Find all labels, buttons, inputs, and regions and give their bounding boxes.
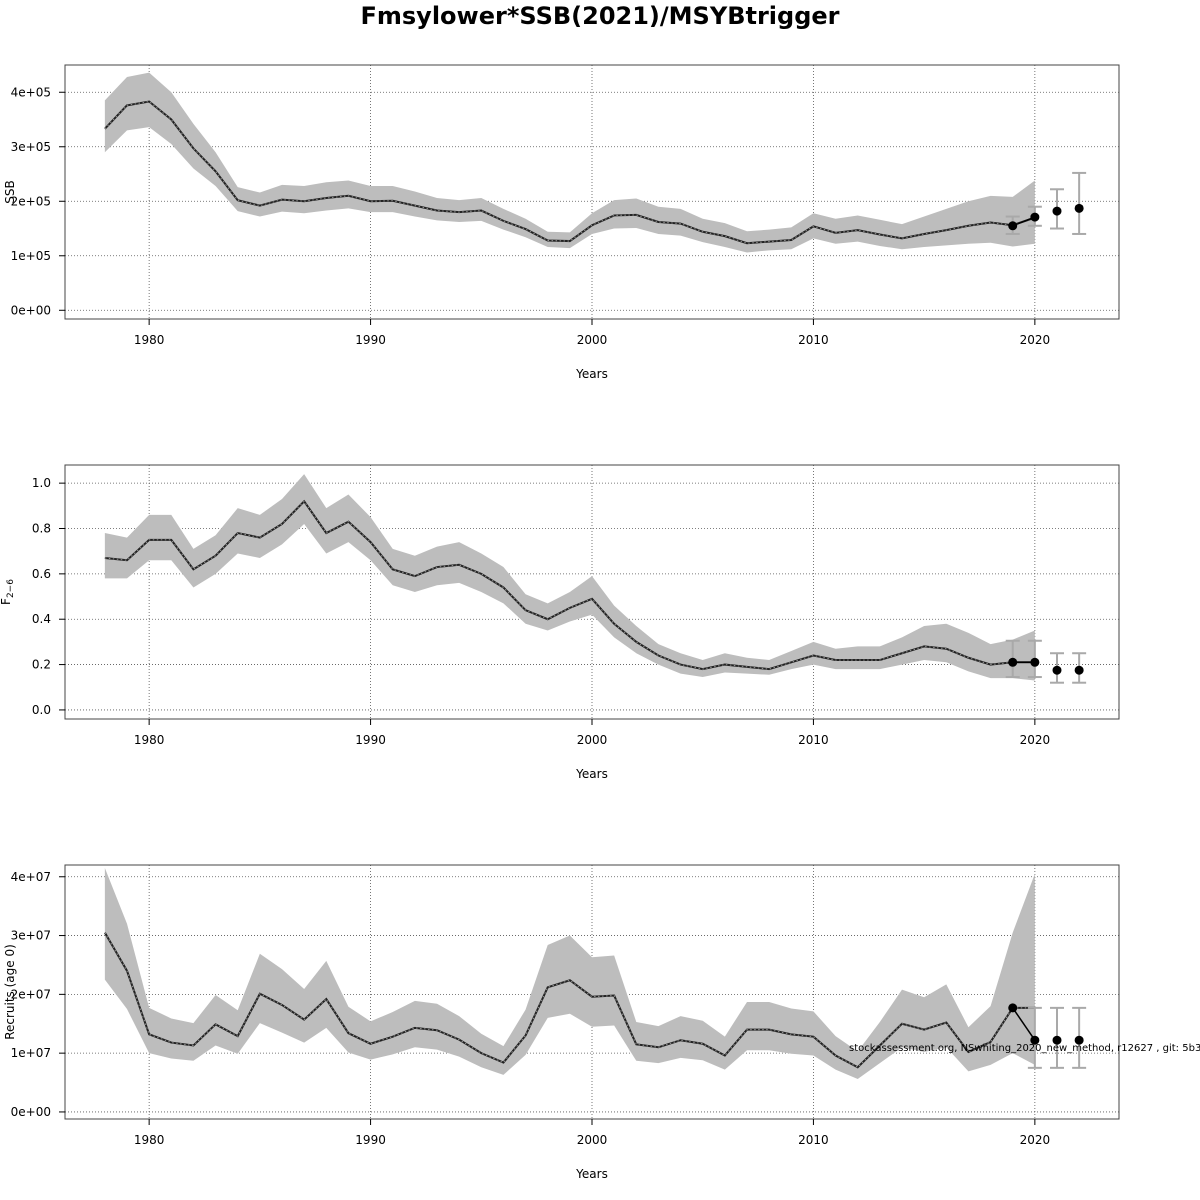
x-tick-label: 2010 (798, 1133, 829, 1147)
estimate-line-dots (104, 101, 1036, 244)
y-axis-label-main: F (0, 598, 13, 605)
y-tick-label: 0e+00 (11, 303, 51, 317)
forecast-point (1030, 1035, 1040, 1045)
x-tick-label: 2010 (798, 333, 829, 347)
recruits-panel: 0e+00 1e+07 2e+07 3e+07 4e+07 1980 1990 2000 201… (3, 864, 1120, 1181)
y-tick-label: 0.8 (32, 522, 51, 536)
y-tick-label: 3e+07 (11, 929, 51, 943)
y-tick-label: 0.2 (32, 658, 51, 672)
y-tick-label: 3e+05 (11, 140, 51, 154)
forecast-point (1052, 665, 1062, 675)
y-tick-label: 0e+00 (11, 1105, 51, 1119)
forecast-point (1052, 1035, 1062, 1045)
x-tick-label: 1990 (355, 333, 386, 347)
y-axis-label-subscript: 2−6 (6, 579, 16, 598)
x-tick-label: 1990 (355, 1133, 386, 1147)
y-tick-label: 4e+07 (11, 870, 51, 884)
estimate-line-dots (104, 932, 1035, 1068)
estimate-line-dots (104, 500, 1035, 670)
confidence-band (104, 474, 1035, 681)
ssb-panel: 0e+00 1e+05 2e+05 3e+05 4e+05 1980 1990 2000 201… (3, 64, 1120, 381)
x-tick-label: 2000 (577, 733, 608, 747)
confidence-band (104, 867, 1035, 1080)
x-axis-label: Years (575, 767, 608, 781)
x-tick-label: 1980 (134, 333, 165, 347)
x-tick-label: 2000 (577, 1133, 608, 1147)
y-tick-label: 1.0 (32, 476, 51, 490)
forecast-point (1074, 203, 1084, 213)
forecast-point (1030, 657, 1040, 667)
forecast-line (1012, 1007, 1036, 1041)
forecast-point (1052, 206, 1062, 216)
y-axis-label: SSB (3, 180, 17, 203)
forecast-point (1074, 665, 1084, 675)
y-tick-label: 1e+07 (11, 1046, 51, 1060)
x-axis-label: Years (575, 1167, 608, 1181)
estimate-line (104, 100, 1036, 245)
y-tick-label: 0.6 (32, 567, 51, 581)
forecast-point (1008, 221, 1018, 231)
forecast-point (1074, 1035, 1084, 1045)
x-tick-label: 1980 (134, 1133, 165, 1147)
x-axis-label: Years (575, 367, 608, 381)
x-tick-label: 2010 (798, 733, 829, 747)
x-tick-label: 2020 (1020, 733, 1051, 747)
y-tick-label: 2e+05 (11, 194, 51, 208)
fishing-mortality-panel: 0.0 0.2 0.4 0.6 0.8 1.0 1980 1990 2000 2010 2020 Ye… (0, 464, 1120, 781)
footnote: stockassessment.org, NSwhiting_2020_new_… (849, 1043, 1200, 1054)
y-tick-label: 0.4 (32, 612, 51, 626)
confidence-band (104, 72, 1035, 253)
forecast-point (1030, 212, 1040, 222)
y-tick-label: 4e+05 (11, 85, 51, 99)
forecast-point (1008, 1003, 1018, 1013)
y-tick-label: 0.0 (32, 703, 51, 717)
x-tick-label: 1990 (355, 733, 386, 747)
figure-title: Fmsylower*SSB(2021)/MSYBtrigger (360, 2, 839, 30)
y-axis-label: Recruits (age 0) (3, 944, 17, 1040)
y-axis-label: F2−6 (0, 579, 16, 605)
x-tick-label: 1980 (134, 733, 165, 747)
y-tick-label: 2e+07 (11, 987, 51, 1001)
forecast-point (1008, 657, 1018, 667)
x-tick-label: 2020 (1020, 333, 1051, 347)
y-tick-label: 1e+05 (11, 249, 51, 263)
x-tick-label: 2020 (1020, 1133, 1051, 1147)
x-tick-label: 2000 (577, 333, 608, 347)
